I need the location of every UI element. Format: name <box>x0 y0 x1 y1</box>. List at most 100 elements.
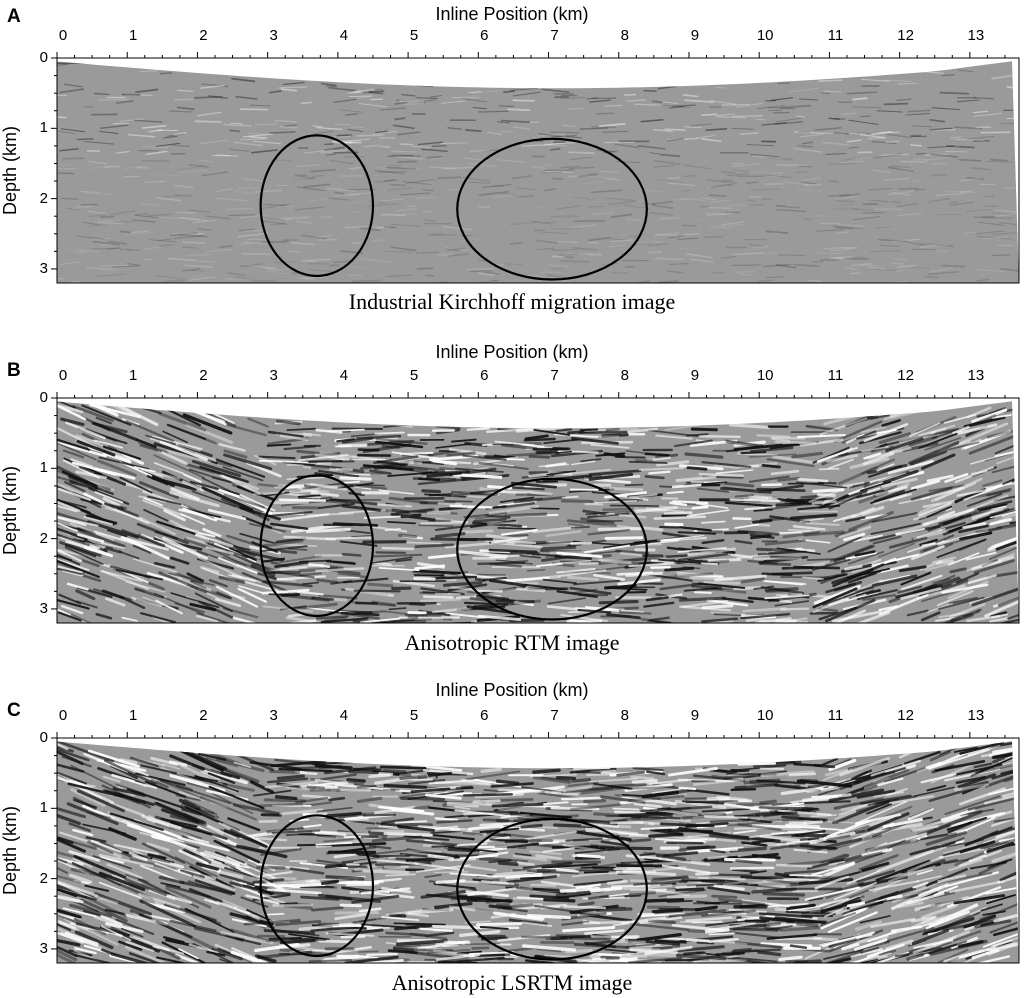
reflector-stroke <box>71 461 117 476</box>
reflector-stroke <box>392 947 415 952</box>
reflector-stroke <box>434 817 459 821</box>
reflector-stroke <box>701 538 725 545</box>
reflector-stroke <box>616 770 646 777</box>
x-tick-label: 12 <box>897 367 914 384</box>
reflector-stroke <box>64 481 86 493</box>
reflector-stroke <box>57 511 90 525</box>
reflector-stroke <box>924 613 974 624</box>
reflector-stroke <box>653 515 707 520</box>
reflector-stroke <box>838 525 872 539</box>
reflector-stroke <box>841 113 857 115</box>
reflector-stroke <box>981 216 1012 219</box>
reflector-stroke <box>188 276 216 281</box>
reflector-stroke <box>751 523 771 527</box>
reflector-stroke <box>165 886 212 909</box>
reflector-stroke <box>931 764 955 774</box>
reflector-stroke <box>725 440 759 448</box>
reflector-stroke <box>284 902 312 906</box>
reflector-stroke <box>793 959 822 964</box>
reflector-stroke <box>605 523 644 531</box>
reflector-stroke <box>356 784 377 789</box>
reflector-stroke <box>352 88 375 93</box>
reflector-stroke <box>739 132 759 136</box>
reflector-stroke <box>513 91 541 97</box>
reflector-stroke <box>780 926 820 932</box>
reflector-stroke <box>954 126 983 130</box>
reflector-stroke <box>226 856 276 879</box>
reflector-stroke <box>255 871 293 878</box>
reflector-stroke <box>591 550 622 555</box>
reflector-stroke <box>279 563 325 571</box>
reflector-stroke <box>69 873 93 884</box>
reflector-stroke <box>182 246 197 249</box>
reflector-stroke <box>832 799 890 825</box>
reflector-stroke <box>931 107 961 111</box>
reflector-stroke <box>579 127 609 130</box>
reflector-stroke <box>993 815 1019 823</box>
reflector-stroke <box>98 853 154 868</box>
reflector-stroke <box>329 498 378 506</box>
reflector-stroke <box>447 127 463 130</box>
reflector-stroke <box>756 434 790 439</box>
reflector-stroke <box>940 264 966 268</box>
reflector-stroke <box>609 486 644 492</box>
reflector-stroke <box>745 181 758 184</box>
reflector-stroke <box>217 492 253 509</box>
reflector-stroke <box>409 932 448 940</box>
reflector-stroke <box>267 430 304 438</box>
reflector-stroke <box>716 113 736 116</box>
reflector-stroke <box>320 617 369 624</box>
reflector-stroke <box>785 181 809 186</box>
reflector-stroke <box>512 99 535 102</box>
reflector-stroke <box>854 920 882 931</box>
reflector-stroke <box>747 243 763 247</box>
reflector-stroke <box>228 547 257 562</box>
reflector-stroke <box>733 443 783 451</box>
reflector-stroke <box>94 221 124 225</box>
reflector-stroke <box>308 563 331 568</box>
reflector-stroke <box>223 123 252 127</box>
reflector-stroke <box>314 778 354 786</box>
reflector-stroke <box>543 898 576 903</box>
reflector-stroke <box>468 91 482 94</box>
reflector-stroke <box>887 839 906 849</box>
reflector-stroke <box>799 133 823 138</box>
highlight-ellipse <box>456 817 648 961</box>
seismic-reflectors <box>57 61 1019 284</box>
reflector-stroke <box>569 541 593 545</box>
reflector-stroke <box>920 911 961 925</box>
reflector-stroke <box>607 244 626 248</box>
reflector-stroke <box>573 879 623 886</box>
reflector-stroke <box>877 777 904 787</box>
reflector-stroke <box>442 460 472 465</box>
reflector-stroke <box>936 559 954 565</box>
reflector-stroke <box>859 513 888 521</box>
reflector-stroke <box>102 451 132 464</box>
reflector-stroke <box>777 476 801 482</box>
reflector-stroke <box>949 603 986 618</box>
reflector-stroke <box>334 191 345 195</box>
reflector-stroke <box>626 838 652 843</box>
reflector-stroke <box>146 571 188 586</box>
reflector-stroke <box>393 943 436 949</box>
reflector-stroke <box>396 507 435 516</box>
x-tick-label: 8 <box>620 27 629 44</box>
reflector-stroke <box>479 822 519 827</box>
seismic-image <box>51 732 1020 964</box>
reflector-stroke <box>494 587 523 592</box>
reflector-stroke <box>625 218 642 222</box>
reflector-stroke <box>660 937 686 941</box>
reflector-stroke <box>871 511 919 523</box>
reflector-stroke <box>421 189 434 192</box>
reflector-stroke <box>849 902 876 912</box>
reflector-stroke <box>75 589 96 601</box>
reflector-stroke <box>522 861 573 870</box>
reflector-stroke <box>371 600 397 607</box>
reflector-stroke <box>885 133 912 138</box>
reflector-stroke <box>443 940 471 945</box>
reflector-stroke <box>834 935 863 944</box>
reflector-stroke <box>316 859 368 868</box>
reflector-stroke <box>335 467 354 472</box>
reflector-stroke <box>819 853 846 864</box>
reflector-stroke <box>70 458 94 469</box>
